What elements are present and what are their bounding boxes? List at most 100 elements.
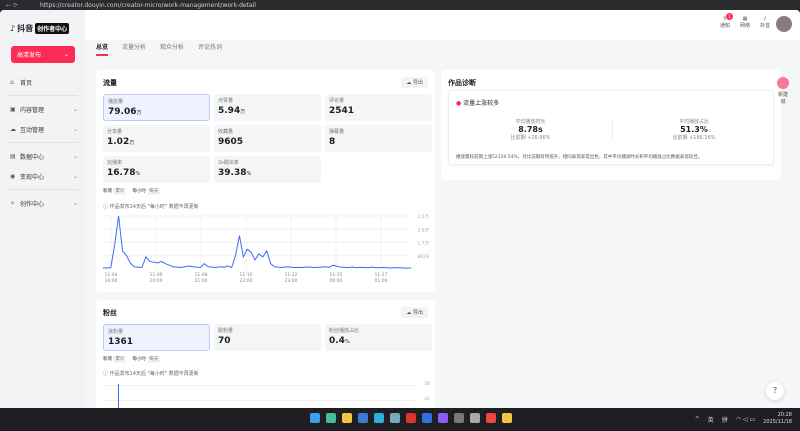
- x-tick-time: 22:00: [240, 278, 253, 284]
- wifi-volume-battery-icons[interactable]: ◠ ◁ ▭: [735, 415, 756, 423]
- export-button[interactable]: ☁ 导出: [401, 77, 428, 88]
- terminal-icon[interactable]: [454, 413, 464, 423]
- app-icon[interactable]: [326, 413, 336, 423]
- windows-start-icon[interactable]: [310, 413, 320, 423]
- metric-5[interactable]: 弹幕量 8: [325, 125, 432, 152]
- metric-label: 收藏量: [218, 129, 234, 135]
- app-icon[interactable]: [358, 413, 368, 423]
- metric-2[interactable]: 粉丝播放占比 0.4%: [325, 324, 432, 351]
- tray-expand-icon[interactable]: ^: [694, 415, 700, 423]
- y-tick: 42: [424, 397, 430, 402]
- notification-badge: 1: [725, 13, 733, 20]
- sidebar-item-home[interactable]: ⌂ 首页: [8, 72, 78, 92]
- value: 16.78: [107, 168, 136, 178]
- metric-label: 分享量: [107, 129, 123, 135]
- data-point: [317, 267, 318, 268]
- wps-icon[interactable]: [406, 413, 416, 423]
- ime-mode[interactable]: 拼: [721, 416, 728, 424]
- toggle-cumulative[interactable]: 累计: [113, 356, 127, 363]
- location-pin-icon: ●: [456, 100, 462, 107]
- sidebar: ♪ 抖音 创作者中心 高清发布 ⌄ ⌂ 首页 ▣ 内容管理 ⌄ ☁ 互动管理 ⌄ ▤ 数据中心 ⌄ …: [0, 10, 85, 408]
- app-icon[interactable]: [470, 413, 480, 423]
- toggle-daily[interactable]: 每天: [147, 356, 161, 363]
- data-point: [289, 266, 291, 268]
- folder-icon[interactable]: [502, 413, 512, 423]
- clock[interactable]: 20:28 2025/11/18: [763, 412, 792, 426]
- toggle-hourly[interactable]: 每小时: [132, 189, 146, 194]
- network-button[interactable]: ▦ 网络: [740, 16, 750, 29]
- app-icon[interactable]: [486, 413, 496, 423]
- export-button[interactable]: ☁ 导出: [401, 307, 428, 318]
- metric-2[interactable]: 评论量 2541: [325, 94, 432, 121]
- folder-icon[interactable]: [342, 413, 352, 423]
- y-tick-label: 2.6万: [417, 227, 429, 233]
- data-point: [406, 267, 408, 269]
- publish-button[interactable]: 高清发布 ⌄: [11, 46, 75, 63]
- x-tick-date: 11-10: [239, 272, 252, 278]
- app-icon[interactable]: [438, 413, 448, 423]
- card-title: 粉丝: [103, 309, 117, 317]
- diagnosis-panel: ● 流量上涨较多 平均播放时长 8.78s 比前期 +26.96% 平均播放占比 51…: [448, 90, 774, 165]
- toggle-cumulative[interactable]: 累计: [113, 188, 127, 195]
- x-tick-date: 11-12: [284, 272, 297, 278]
- avatar[interactable]: [776, 16, 792, 32]
- unit: %: [344, 339, 350, 345]
- y-tick-label: 1.7万: [417, 241, 429, 247]
- data-point: [297, 267, 299, 268]
- interaction-icon: ☁: [10, 125, 16, 133]
- metric-0[interactable]: 涨粉量 1361: [103, 324, 210, 351]
- notification-button[interactable]: ⚲ 通知 1: [720, 13, 733, 29]
- tab-overview[interactable]: 总览: [96, 42, 109, 56]
- help-button[interactable]: ?: [766, 382, 784, 400]
- douyin-button[interactable]: ♪ 抖音: [760, 16, 770, 29]
- toggle-daily[interactable]: 每天: [147, 188, 161, 195]
- address-bar[interactable]: https://creator.douyin.com/creator-micro…: [40, 1, 256, 9]
- sidebar-item-interaction[interactable]: ☁ 互动管理 ⌄: [8, 119, 78, 139]
- ime-lang[interactable]: 英: [707, 416, 714, 424]
- logo[interactable]: ♪ 抖音 创作者中心: [10, 23, 70, 34]
- metric-4[interactable]: 收藏量 9605: [214, 125, 321, 152]
- toggle-new[interactable]: 新增: [103, 357, 112, 362]
- data-point: [410, 267, 412, 269]
- data-point: [391, 267, 392, 269]
- chevron-down-icon: ⌄: [72, 199, 78, 207]
- tab-audience[interactable]: 观众分析: [160, 44, 185, 51]
- edge-icon[interactable]: [374, 413, 384, 423]
- metric-label: 播放量: [108, 99, 124, 105]
- metric-6[interactable]: 完播率 16.78%: [103, 156, 210, 183]
- metric-1[interactable]: 点赞量 5.94万: [214, 94, 321, 121]
- metric-1[interactable]: 脱粉量 70: [214, 324, 321, 351]
- app-icon[interactable]: [390, 413, 400, 423]
- sidebar-item-create[interactable]: ✧ 创作中心 ⌄: [8, 193, 78, 213]
- sidebar-item-data[interactable]: ▤ 数据中心 ⌄: [8, 146, 78, 166]
- data-point: [110, 267, 112, 268]
- sidebar-item-content[interactable]: ▣ 内容管理 ⌄: [8, 99, 78, 119]
- value: 79.06: [108, 107, 137, 117]
- back-refresh-icons[interactable]: ← ⟳: [6, 1, 18, 9]
- metric-0[interactable]: 播放量 79.06万: [103, 94, 210, 121]
- x-tick-date: 11-15: [329, 272, 342, 278]
- toggle-new[interactable]: 新增: [103, 189, 112, 194]
- tab-comments[interactable]: 评论热词: [198, 44, 223, 51]
- data-point: [223, 266, 225, 268]
- label: 平均播放时长: [515, 119, 546, 125]
- app-icon[interactable]: [422, 413, 432, 423]
- traffic-line: [102, 215, 412, 269]
- sidebar-item-monetize[interactable]: ◉ 变现中心 ⌄: [8, 166, 78, 186]
- bell-icon: ⚲: [723, 16, 727, 22]
- data-icon: ▤: [10, 152, 16, 160]
- toggle-hourly[interactable]: 每小时: [132, 357, 146, 362]
- chevron-down-icon: ⌄: [72, 105, 78, 113]
- unit: 万: [129, 140, 135, 146]
- gridline: [103, 400, 415, 401]
- x-tick-time: 00:00: [330, 278, 343, 284]
- metric-value: 39.38%: [218, 168, 317, 178]
- tab-traffic[interactable]: 流量分析: [122, 44, 147, 51]
- metric-3[interactable]: 分享量 1.02万: [103, 125, 210, 152]
- data-point: [243, 256, 244, 258]
- metric-7[interactable]: 2s跳出率 39.38%: [214, 156, 321, 183]
- metric-label: 完播率: [107, 160, 123, 166]
- floating-sidebar[interactable]: 新建城: [776, 65, 790, 105]
- metric-value: 70: [218, 336, 317, 346]
